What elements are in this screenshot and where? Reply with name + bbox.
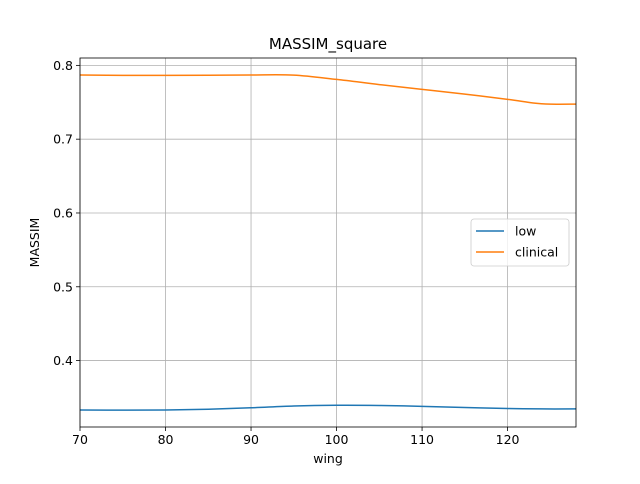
y-tick-label: 0.7 [53,132,73,147]
series-line-clinical [79,73,577,105]
grid-layer [79,58,576,427]
series-line-low [79,404,577,411]
plot-frame [79,57,577,428]
x-tick-label: 90 [243,432,259,447]
y-axis-title: MASSIM [27,218,42,268]
x-axis-title: wing [313,451,343,466]
tick-layer: 70 80 90 100 110 120 0.4 0.5 0.6 0.7 0.8 [53,58,519,447]
y-tick-label: 0.8 [53,58,73,73]
series-layer [79,73,577,411]
chart-title: MASSIM_square [269,35,387,54]
x-tick-label: 70 [72,432,88,447]
y-tick-label: 0.5 [53,279,73,294]
legend-label-clinical: clinical [515,245,558,260]
y-tick-label: 0.6 [53,205,73,220]
x-tick-label: 80 [158,432,174,447]
x-tick-label: 110 [410,432,434,447]
legend: low clinical [470,218,570,267]
y-tick-label: 0.4 [53,353,73,368]
legend-label-low: low [515,224,536,239]
x-tick-label: 100 [325,432,349,447]
x-tick-label: 120 [496,432,520,447]
